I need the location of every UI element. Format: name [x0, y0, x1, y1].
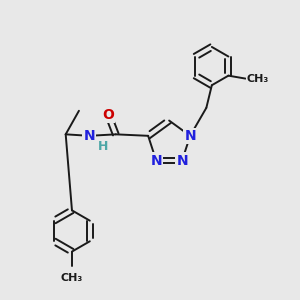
Text: N: N	[184, 129, 196, 143]
Text: N: N	[83, 129, 95, 143]
Text: CH₃: CH₃	[247, 74, 269, 84]
Text: CH₃: CH₃	[61, 273, 83, 283]
Text: N: N	[176, 154, 188, 167]
Text: O: O	[102, 108, 114, 122]
Text: N: N	[150, 154, 162, 167]
Text: H: H	[98, 140, 109, 153]
